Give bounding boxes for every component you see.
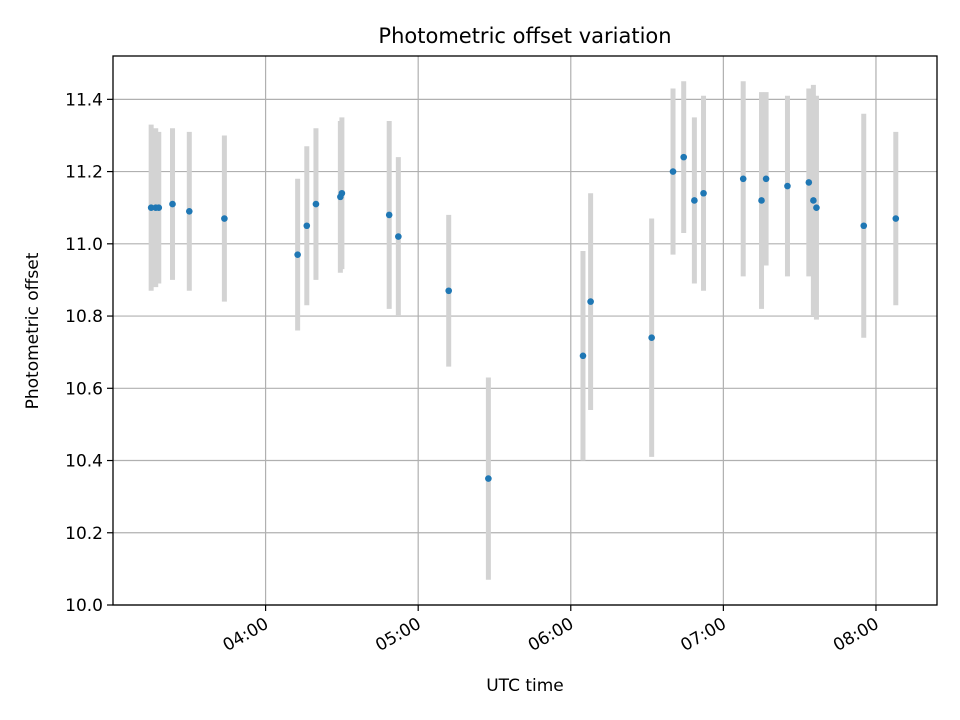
data-point: [758, 197, 765, 204]
data-point: [739, 175, 747, 183]
data-point: [221, 215, 228, 222]
data-point: [147, 204, 155, 211]
data-point: [810, 197, 817, 204]
y-tick-label: 11.2: [65, 163, 103, 183]
y-tick-label: 10.8: [65, 307, 103, 327]
data-point: [385, 211, 393, 219]
data-point: [185, 208, 193, 215]
data-point: [169, 200, 176, 208]
data-points: [147, 153, 900, 482]
x-axis-label: UTC time: [486, 676, 564, 696]
y-tick-label: 10.4: [65, 452, 103, 472]
data-point: [805, 179, 813, 186]
chart-title: Photometric offset variation: [378, 24, 671, 48]
data-point: [445, 287, 453, 295]
data-point: [587, 298, 594, 305]
axis-ticks: 04:00 05:00 06:00 07:00 08:0010.010.210.410.…: [65, 90, 882, 655]
data-point: [648, 334, 655, 342]
plot-frame: [112, 55, 938, 606]
data-point: [892, 215, 900, 222]
data-point: [860, 222, 868, 230]
data-point: [784, 182, 791, 190]
data-point: [395, 233, 402, 240]
data-point: [312, 200, 320, 208]
data-point: [155, 204, 163, 211]
data-point: [579, 352, 587, 360]
data-point: [338, 189, 346, 197]
grid: [113, 56, 937, 606]
data-point: [700, 189, 707, 197]
y-tick-label: 11.0: [65, 235, 103, 255]
data-point: [294, 251, 301, 258]
data-point: [691, 197, 698, 204]
data-point: [762, 175, 770, 183]
y-tick-label: 11.4: [65, 90, 103, 110]
data-point: [303, 222, 311, 230]
y-tick-label: 10.0: [65, 596, 103, 616]
data-point: [813, 204, 820, 211]
data-point: [485, 475, 492, 482]
data-point: [669, 168, 677, 175]
y-tick-label: 10.6: [65, 379, 103, 399]
data-point: [680, 153, 687, 161]
y-axis-label: Photometric offset: [23, 252, 43, 409]
y-tick-label: 10.2: [65, 524, 103, 544]
